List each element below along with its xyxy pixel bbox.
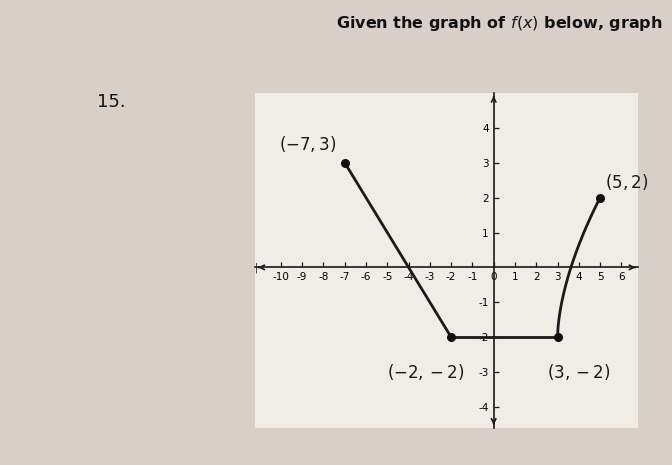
Text: $(-7, 3)$: $(-7, 3)$ bbox=[279, 134, 336, 154]
Text: $(-2, -2)$: $(-2, -2)$ bbox=[387, 362, 464, 382]
Text: 15.: 15. bbox=[97, 93, 126, 111]
Text: $(5, 2)$: $(5, 2)$ bbox=[605, 173, 648, 193]
Text: $(3, -2)$: $(3, -2)$ bbox=[547, 362, 611, 382]
Text: Given the graph of $f(x)$ below, graph  $g(x) = 2f(-x) - 3$: Given the graph of $f(x)$ below, graph $… bbox=[336, 14, 672, 33]
Text: |: | bbox=[255, 262, 258, 272]
